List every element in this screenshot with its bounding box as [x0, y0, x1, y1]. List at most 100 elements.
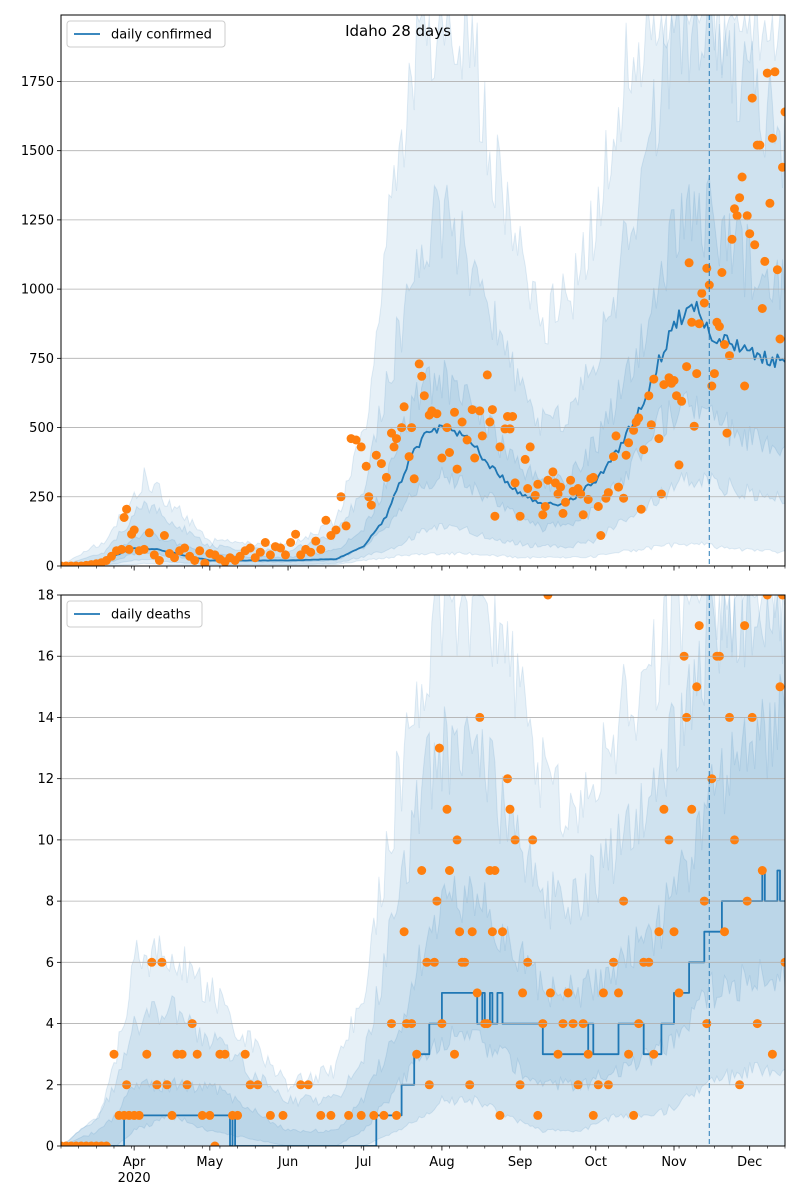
x-tick-label: Jun [277, 1155, 298, 1170]
observed-point [725, 351, 734, 361]
observed-point [482, 370, 492, 380]
observed-point [687, 317, 697, 327]
observed-point [341, 521, 351, 531]
observed-point [210, 1141, 220, 1146]
observed-point [757, 304, 767, 313]
observed-point [609, 452, 618, 462]
observed-point [543, 475, 553, 485]
observed-point [772, 265, 782, 275]
observed-point [543, 595, 553, 600]
y-tick-label: 2 [46, 1078, 54, 1093]
observed-point [624, 1049, 634, 1059]
observed-point [669, 927, 679, 937]
legend-box [66, 20, 226, 48]
observed-point [545, 988, 555, 998]
observed-point [437, 453, 447, 463]
observed-point [195, 546, 205, 556]
legend: daily deaths [66, 600, 203, 628]
observed-point [732, 211, 742, 221]
observed-point [366, 500, 376, 510]
observed-point [750, 240, 760, 250]
observed-point [180, 543, 190, 553]
y-tick-label: 0 [46, 1140, 54, 1155]
observed-point [472, 988, 482, 998]
observed-point [674, 988, 684, 998]
observed-point [445, 448, 454, 457]
observed-point [316, 1110, 326, 1120]
observed-point [742, 211, 752, 221]
observed-point [455, 927, 465, 937]
observed-point [265, 550, 275, 560]
observed-point [487, 927, 497, 937]
observed-point [434, 743, 444, 753]
observed-point [757, 866, 767, 875]
observed-point [505, 804, 515, 814]
observed-point [467, 405, 477, 415]
observed-point [709, 369, 719, 379]
observed-point [487, 405, 497, 415]
x-tick-label: Dec [737, 1155, 762, 1170]
observed-point [356, 1110, 366, 1120]
observed-point [450, 407, 459, 417]
observed-point [356, 442, 366, 452]
observed-point [412, 1049, 422, 1059]
observed-point [445, 866, 454, 875]
observed-point [720, 340, 729, 349]
y-tick-label: 1750 [21, 75, 54, 90]
observed-point [593, 502, 603, 511]
y-tick-label: 14 [37, 711, 54, 726]
x-tick-label: Aug [429, 1155, 454, 1170]
observed-point [477, 431, 487, 441]
observed-point [722, 428, 732, 438]
observed-point [399, 927, 409, 937]
observed-point [770, 67, 780, 77]
observed-point [553, 1049, 563, 1059]
observed-point [515, 511, 525, 521]
observed-point [392, 1110, 401, 1120]
observed-point [699, 298, 709, 308]
observed-point [704, 280, 714, 290]
observed-point [558, 508, 568, 518]
observed-point [462, 435, 472, 445]
observed-point [588, 1110, 598, 1120]
observed-point [240, 1049, 250, 1059]
observed-point [644, 391, 654, 401]
observed-point [192, 1049, 202, 1059]
observed-point [767, 133, 777, 143]
observed-point [629, 1110, 639, 1120]
observed-point [361, 461, 371, 471]
observed-point [727, 234, 737, 244]
observed-point [291, 529, 301, 539]
observed-point [692, 682, 702, 692]
observed-point [167, 1110, 177, 1120]
legend-label: daily confirmed [111, 28, 212, 43]
observed-point [694, 621, 704, 631]
observed-point [684, 258, 694, 268]
observed-point [177, 1049, 187, 1059]
observed-point [170, 553, 179, 563]
observed-point [518, 988, 528, 998]
observed-point [119, 513, 129, 522]
observed-point [538, 510, 548, 520]
y-tick-label: 4 [46, 1017, 54, 1032]
observed-point [745, 229, 755, 239]
x-tick-sublabel: 2020 [118, 1171, 151, 1186]
observed-point [540, 502, 550, 511]
observed-point [389, 442, 399, 452]
observed-point [583, 1049, 593, 1059]
observed-point [614, 988, 623, 998]
observed-point [639, 445, 649, 455]
observed-point [129, 525, 139, 535]
y-tick-label: 1250 [21, 213, 54, 228]
legend-box [66, 600, 203, 628]
observed-point [142, 1049, 152, 1059]
observed-point [109, 1049, 119, 1059]
y-tick-label: 18 [37, 589, 54, 604]
observed-point [452, 464, 462, 474]
y-tick-label: 500 [29, 421, 54, 436]
observed-point [190, 556, 200, 565]
observed-point [775, 334, 785, 344]
observed-point [707, 381, 717, 391]
